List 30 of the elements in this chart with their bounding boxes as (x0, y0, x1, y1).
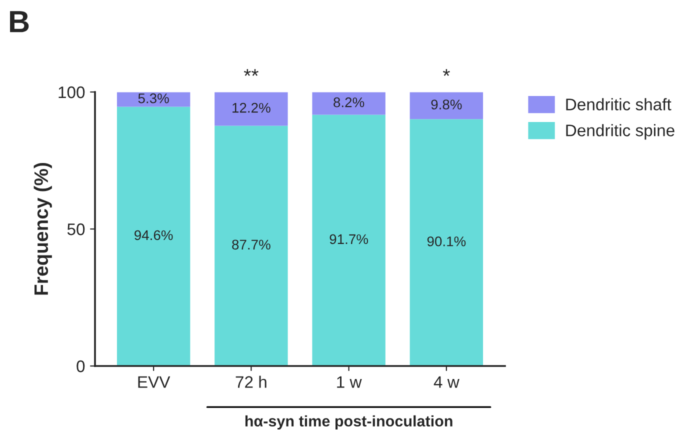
data-label: 5.3% (138, 93, 169, 104)
data-label: 87.7% (232, 240, 270, 250)
data-label: 91.7% (330, 234, 368, 244)
data-label: 9.8% (431, 100, 462, 110)
data-label: 8.2% (334, 97, 364, 108)
data-label: 12.2% (232, 102, 270, 113)
y-tick-label: 100 (58, 86, 85, 98)
x-tick-label: 72 h (236, 376, 266, 388)
x-tick-label: 4 w (434, 376, 460, 388)
y-tick-label: 50 (67, 223, 85, 236)
bar (410, 92, 484, 120)
bar (116, 106, 190, 366)
x-tick-label: 1 w (337, 376, 362, 388)
bar (214, 126, 288, 366)
text: B (10, 11, 29, 32)
y-axis-title: Frequency (%) (34, 162, 52, 295)
bar (410, 119, 484, 366)
x-axis-title: hα-syn time post-inoculation (245, 415, 452, 430)
annotation: * (442, 69, 450, 76)
legend-label: Dendritic shaft (566, 98, 672, 110)
bar (116, 92, 190, 107)
bar (214, 92, 288, 126)
data-label: 90.1% (427, 236, 466, 246)
data-label: 94.6% (134, 230, 173, 240)
legend-label: Dendritic spine (566, 124, 674, 140)
annotation: ** (244, 69, 258, 76)
bar (312, 92, 386, 115)
bar (312, 114, 386, 366)
x-tick-label: EVV (138, 376, 170, 388)
y-tick-label: 0 (76, 360, 85, 372)
